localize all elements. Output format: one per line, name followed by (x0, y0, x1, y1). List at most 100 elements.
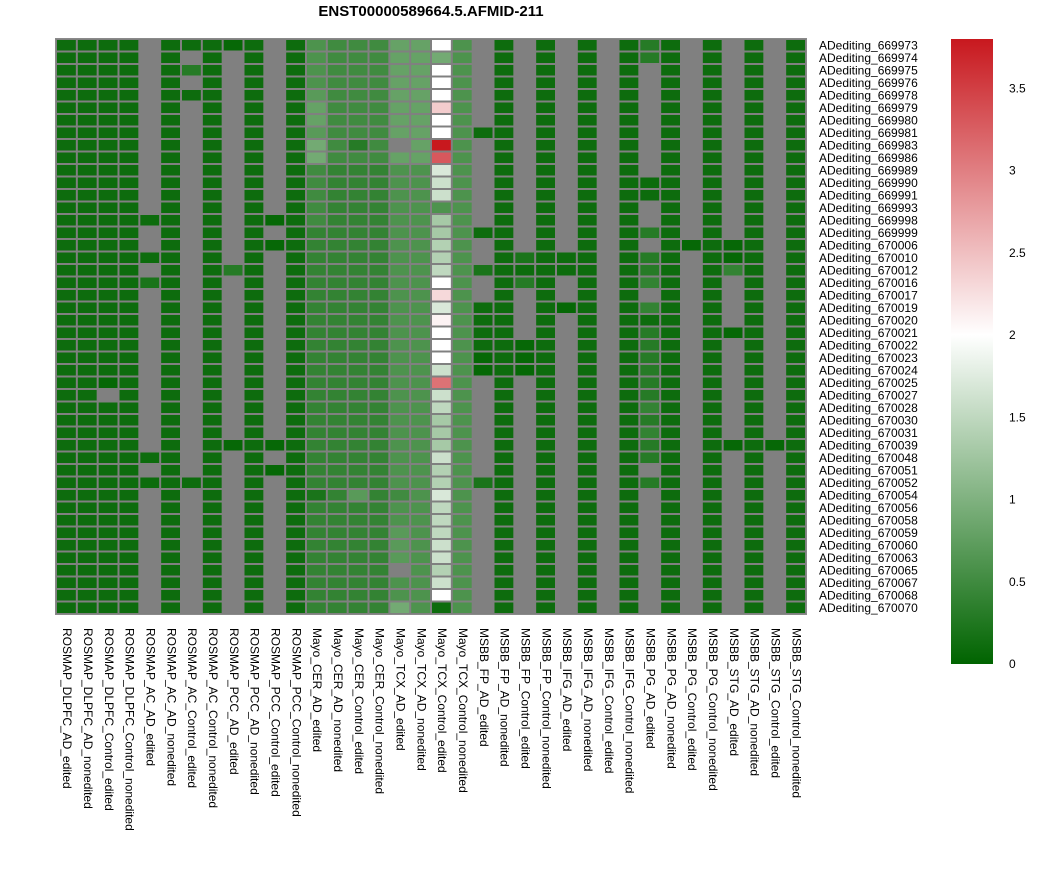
heatmap-cell (661, 340, 680, 351)
heatmap-cell (369, 315, 389, 326)
heatmap-cell (765, 127, 785, 138)
heatmap-cell (619, 327, 639, 338)
heatmap-cell (473, 427, 493, 438)
heatmap-cell (390, 340, 410, 351)
heatmap-cell (202, 165, 222, 176)
heatmap-cell (182, 440, 201, 451)
heatmap-cell (327, 477, 347, 488)
heatmap-cell (452, 477, 472, 488)
legend-tick-label: 1 (1009, 493, 1016, 507)
heatmap-cell (369, 365, 389, 376)
heatmap-cell (515, 315, 535, 326)
column-label: MSBB_STG_Control_nonedited (789, 628, 803, 798)
heatmap-cell (161, 427, 180, 438)
heatmap-cell (640, 402, 660, 413)
heatmap-cell (348, 352, 368, 363)
heatmap-cell (140, 377, 160, 388)
heatmap-cell (536, 165, 555, 176)
heatmap-cell (702, 340, 722, 351)
heatmap-cell (98, 52, 118, 63)
heatmap-cell (765, 227, 785, 238)
heatmap-cell (432, 590, 451, 601)
heatmap-cell (77, 77, 97, 88)
heatmap-cell (202, 52, 222, 63)
heatmap-cell (682, 65, 701, 76)
heatmap-cell (702, 490, 722, 501)
heatmap-cell (77, 327, 97, 338)
heatmap-cell (536, 65, 555, 76)
heatmap-cell (161, 302, 180, 313)
heatmap-cell (786, 165, 805, 176)
heatmap-cell (598, 277, 618, 288)
heatmap-cell (661, 140, 680, 151)
heatmap-cell (140, 102, 160, 113)
heatmap-cell (702, 115, 722, 126)
heatmap-cell (765, 352, 785, 363)
column-label: ROSMAP_DLPFC_Control_nonedited (123, 628, 137, 831)
heatmap-cell (390, 127, 410, 138)
heatmap-cell (619, 77, 639, 88)
heatmap-cell (223, 390, 243, 401)
heatmap-cell (744, 540, 764, 551)
row-label: ADediting_669983 (819, 138, 918, 152)
heatmap-cell (640, 52, 660, 63)
heatmap-cell (244, 340, 264, 351)
heatmap-cell (744, 290, 764, 301)
heatmap-cell (577, 515, 597, 526)
heatmap-cell (682, 290, 701, 301)
heatmap-cell (77, 377, 97, 388)
heatmap-cell (473, 252, 493, 263)
heatmap-cell (682, 527, 701, 538)
heatmap-cell (598, 340, 618, 351)
heatmap-cell (744, 415, 764, 426)
heatmap-cell (265, 152, 285, 163)
heatmap-cell (473, 465, 493, 476)
heatmap-cell (327, 465, 347, 476)
heatmap-cell (473, 327, 493, 338)
heatmap-cell (786, 40, 805, 51)
heatmap-cell (119, 327, 139, 338)
heatmap-cell (619, 152, 639, 163)
heatmap-cell (119, 352, 139, 363)
heatmap-cell (265, 565, 285, 576)
heatmap-cell (98, 352, 118, 363)
heatmap-cell (286, 452, 305, 463)
heatmap-cell (598, 90, 618, 101)
heatmap-cell (619, 490, 639, 501)
heatmap-cell (557, 265, 576, 276)
heatmap-cell (265, 127, 285, 138)
heatmap-cell (557, 565, 576, 576)
heatmap-cell (265, 552, 285, 563)
heatmap-cell (765, 490, 785, 501)
heatmap-cell (494, 340, 514, 351)
heatmap-cell (57, 515, 76, 526)
heatmap-cell (307, 477, 326, 488)
heatmap-cell (682, 140, 701, 151)
heatmap-cell (494, 177, 514, 188)
heatmap-cell (432, 502, 451, 513)
heatmap-cell (98, 190, 118, 201)
heatmap-cell (765, 65, 785, 76)
heatmap-cell (452, 302, 472, 313)
heatmap-cell (598, 177, 618, 188)
heatmap-cell (536, 315, 555, 326)
heatmap-cell (202, 215, 222, 226)
heatmap-cell (557, 327, 576, 338)
heatmap-cell (265, 515, 285, 526)
heatmap-cell (327, 277, 347, 288)
heatmap-cell (348, 190, 368, 201)
heatmap-cell (140, 40, 160, 51)
heatmap-cell (98, 77, 118, 88)
heatmap-cell (140, 390, 160, 401)
row-label: ADediting_669973 (819, 38, 918, 52)
heatmap-cell (307, 365, 326, 376)
heatmap-cell (432, 177, 451, 188)
heatmap-cell (57, 290, 76, 301)
heatmap-cell (577, 215, 597, 226)
heatmap-cell (244, 77, 264, 88)
heatmap-cell (161, 552, 180, 563)
heatmap-cell (57, 140, 76, 151)
heatmap-cell (244, 365, 264, 376)
heatmap-cell (473, 315, 493, 326)
